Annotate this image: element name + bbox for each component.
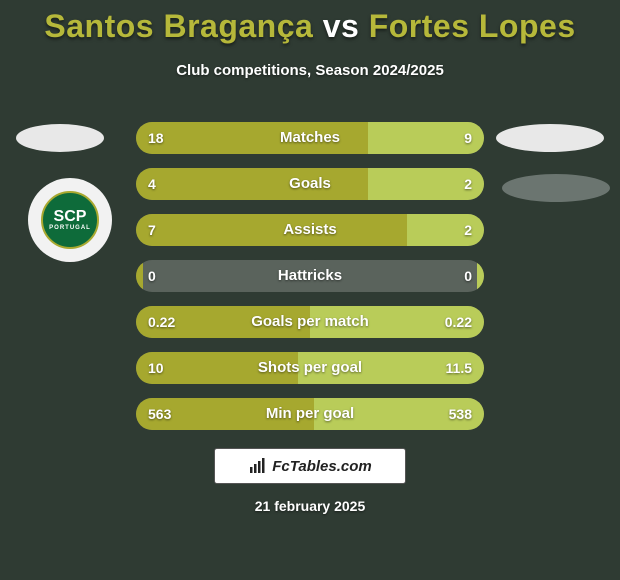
decor-oval-left (16, 124, 104, 152)
stat-label: Shots per goal (136, 352, 484, 384)
brand-text: FcTables.com (272, 458, 371, 475)
club-crest: SCP PORTUGAL (28, 178, 112, 262)
chart-icon (248, 457, 266, 475)
stat-label: Min per goal (136, 398, 484, 430)
decor-oval-right-2 (502, 174, 610, 202)
stat-label: Goals (136, 168, 484, 200)
stat-row: 72Assists (136, 214, 484, 246)
decor-oval-right-1 (496, 124, 604, 152)
date-text: 21 february 2025 (0, 498, 620, 514)
title-vs: vs (323, 8, 360, 44)
club-crest-inner: SCP PORTUGAL (41, 191, 100, 250)
title-player2: Fortes Lopes (369, 8, 576, 44)
title: Santos Bragança vs Fortes Lopes (0, 8, 620, 45)
stat-label: Hattricks (136, 260, 484, 292)
brand-box[interactable]: FcTables.com (214, 448, 406, 484)
stat-row: 00Hattricks (136, 260, 484, 292)
crest-text: SCP (49, 209, 91, 225)
stat-row: 0.220.22Goals per match (136, 306, 484, 338)
stat-row: 189Matches (136, 122, 484, 154)
title-player1: Santos Bragança (44, 8, 313, 44)
stat-label: Matches (136, 122, 484, 154)
subtitle: Club competitions, Season 2024/2025 (0, 62, 620, 79)
comparison-infographic: Santos Bragança vs Fortes Lopes Club com… (0, 0, 620, 580)
stat-row: 42Goals (136, 168, 484, 200)
stat-row: 1011.5Shots per goal (136, 352, 484, 384)
stat-label: Assists (136, 214, 484, 246)
stat-rows: 189Matches 42Goals 72Assists 00Hattricks 0.2… (136, 122, 484, 444)
crest-subtext: PORTUGAL (49, 225, 91, 231)
stat-label: Goals per match (136, 306, 484, 338)
stat-row: 563538Min per goal (136, 398, 484, 430)
